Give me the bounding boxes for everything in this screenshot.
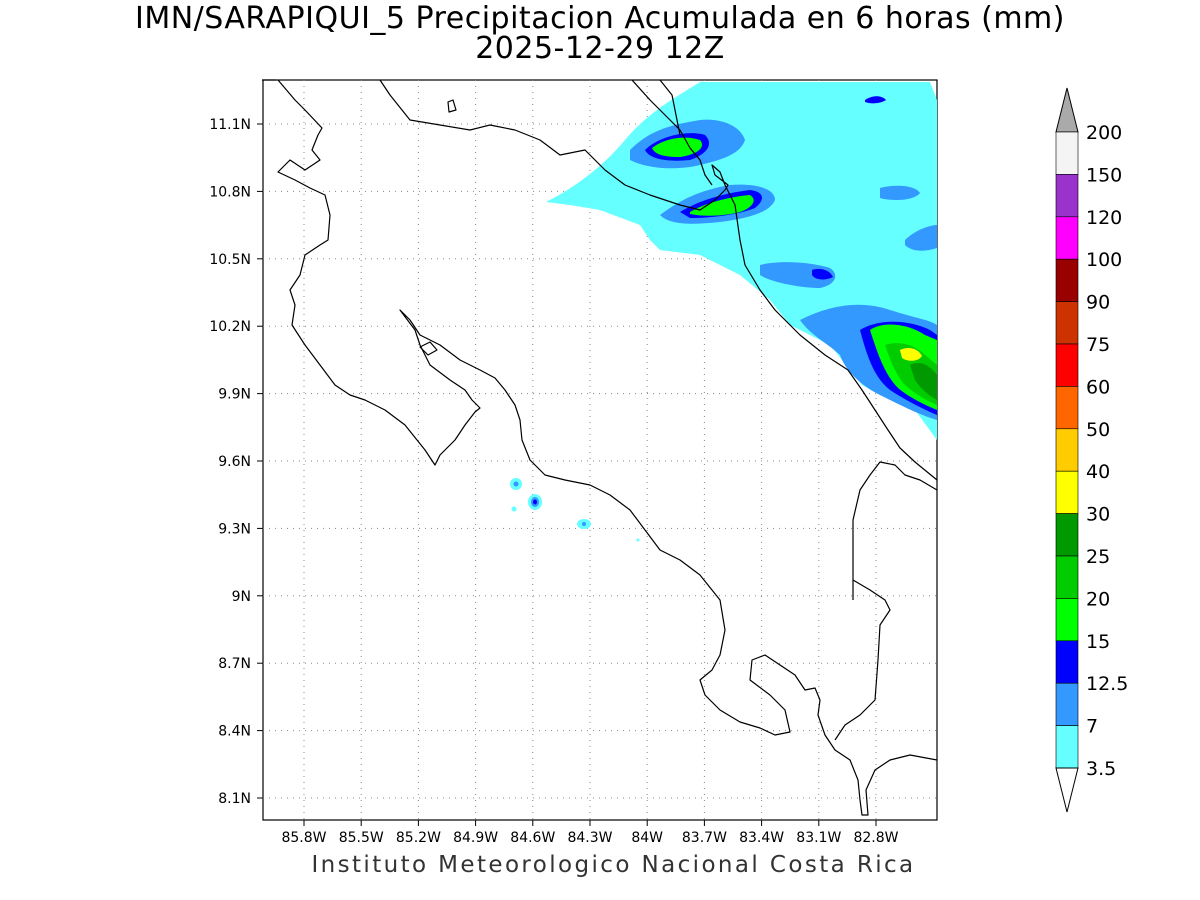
colorbar-label: 3.5 (1086, 758, 1116, 780)
colorbar-segment (1055, 555, 1079, 599)
map-title-line2: 2025-12-29 12Z (475, 31, 725, 66)
precip-area-east-30mm (910, 363, 937, 400)
colorbar-top-arrow (1055, 87, 1079, 133)
colorbar-label: 120 (1086, 207, 1122, 229)
lon-tick-label: 84.6W (510, 830, 555, 846)
nicaragua-north-border (659, 79, 681, 136)
precip-blob-ne2 (760, 262, 836, 288)
colorbar-segment (1055, 513, 1079, 557)
caribbean-coastline (631, 79, 713, 186)
nicoya-gulf-island (419, 341, 438, 356)
colorbar-segment (1055, 428, 1079, 472)
colorbar-segment (1055, 725, 1079, 769)
lon-tick-label: 85.2W (396, 830, 441, 846)
lat-tick-label: 11.1N (209, 117, 251, 133)
colorbar-segment (1055, 682, 1079, 726)
precip-blob-ne3 (880, 185, 920, 201)
colorbar-label: 50 (1086, 419, 1110, 441)
precip-blob-center4 (511, 506, 517, 512)
lat-tick-label: 9.3N (218, 521, 251, 537)
precip-area-15mm-north2 (690, 195, 754, 216)
precip-blob-ne4 (905, 225, 937, 251)
island-north (447, 99, 457, 113)
colorbar-label: 200 (1086, 122, 1122, 144)
lat-tick-label: 9.6N (218, 454, 251, 470)
map-axes: 11.1N 10.8N 10.5N 10.2N 9.9N 9.6N 9.3N 9N 8.7N 8.… (209, 117, 898, 846)
lon-tick-label: 83.1W (796, 830, 841, 846)
colorbar-legend: 200 150 120 100 90 75 60 50 40 30 25 20 15 12.5 7 3.5 (1055, 87, 1128, 813)
lon-tick-label: 84.9W (453, 830, 498, 846)
graticule-gridlines (263, 80, 937, 820)
pacific-coastline (277, 79, 938, 816)
colorbar-label: 75 (1086, 334, 1110, 356)
lat-tick-label: 10.2N (209, 319, 251, 335)
map-footer-credit: Instituto Meteorologico Nacional Costa R… (311, 852, 916, 878)
colorbar-label: 60 (1086, 376, 1110, 398)
lon-tick-label: 83.4W (739, 830, 784, 846)
lon-tick-label: 84.3W (567, 830, 612, 846)
precip-blob-center5 (636, 538, 640, 542)
lat-tick-label: 8.4N (218, 724, 251, 740)
map-title-line1: IMN/SARAPIQUI_5 Precipitacion Acumulada … (135, 1, 1065, 36)
coastlines-borders (262, 79, 938, 816)
colorbar-segment (1055, 470, 1079, 514)
colorbar-label: 30 (1086, 504, 1110, 526)
colorbar-segment (1055, 343, 1079, 387)
lat-tick-label: 9.9N (218, 387, 251, 403)
precip-blob-ne2-core (812, 268, 833, 280)
colorbar-label: 100 (1086, 249, 1122, 271)
precip-blob-ne1-core (865, 96, 886, 104)
lon-tick-label: 82.8W (853, 830, 898, 846)
colorbar-label: 25 (1086, 546, 1110, 568)
precip-area-east-40mm (900, 348, 922, 361)
precip-area-15mm-north1 (652, 137, 703, 157)
colorbar-segment (1055, 640, 1079, 684)
lat-tick-label: 10.8N (209, 184, 251, 200)
lat-tick-label: 9N (232, 589, 251, 605)
nicaragua-border (379, 79, 938, 481)
colorbar-label: 20 (1086, 588, 1110, 610)
lat-tick-label: 8.7N (218, 656, 251, 672)
lon-tick-label: 85.8W (281, 830, 326, 846)
precip-blob-center2-core (533, 499, 537, 505)
colorbar-label: 7 (1086, 716, 1098, 738)
lat-tick-label: 8.1N (218, 791, 251, 807)
lat-tick-label: 10.5N (209, 252, 251, 268)
colorbar-label: 12.5 (1086, 673, 1128, 695)
colorbar-label: 40 (1086, 461, 1110, 483)
precipitation-field (510, 82, 937, 542)
colorbar-label: 90 (1086, 292, 1110, 314)
lon-tick-label: 85.5W (339, 830, 384, 846)
colorbar-segment (1055, 131, 1079, 175)
panama-border (852, 461, 938, 600)
colorbar-segment (1055, 174, 1079, 218)
colorbar-segment (1055, 386, 1079, 430)
colorbar-bottom-arrow (1055, 767, 1079, 813)
colorbar-segment (1055, 301, 1079, 345)
precip-blob-center1-core (513, 481, 519, 487)
colorbar-label: 150 (1086, 164, 1122, 186)
colorbar-segment (1055, 216, 1079, 260)
lon-tick-label: 84W (631, 830, 663, 846)
panama-coast (834, 579, 891, 741)
colorbar-label: 15 (1086, 631, 1110, 653)
precip-blob-center3-core (582, 522, 586, 526)
lon-tick-label: 83.7W (682, 830, 727, 846)
colorbar-segment (1055, 598, 1079, 642)
colorbar-segment (1055, 258, 1079, 302)
